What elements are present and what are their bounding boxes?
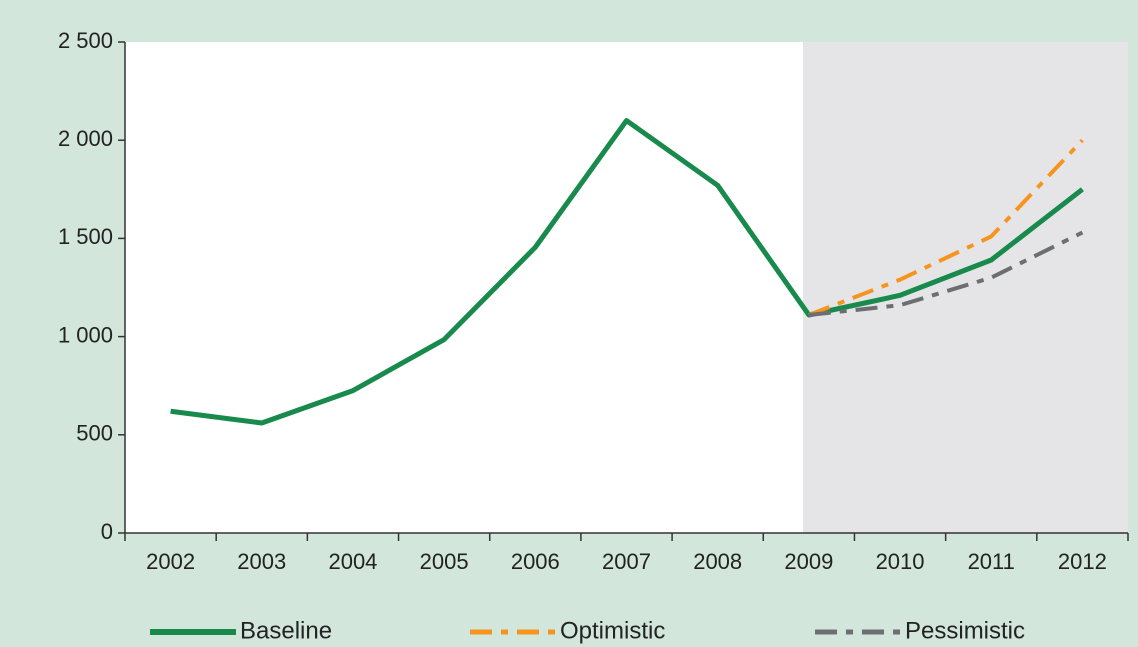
x-tick-label: 2006: [511, 549, 560, 574]
x-tick-label: 2007: [602, 549, 651, 574]
x-tick-label: 2002: [146, 549, 195, 574]
series-line: [170, 118, 1084, 426]
x-tick-label: 2011: [968, 549, 1015, 574]
legend-label: Optimistic: [560, 617, 665, 644]
x-tick-label: 2012: [1058, 549, 1107, 574]
y-tick-label: 500: [76, 421, 113, 446]
x-tick-label: 2009: [784, 549, 833, 574]
x-tick-label: 2004: [328, 549, 377, 574]
legend: Baseline Optimistic Pessimistic: [150, 617, 1025, 644]
x-tick-label: 2010: [876, 549, 925, 574]
y-tick-label: 1 000: [58, 322, 113, 347]
legend-label: Pessimistic: [905, 617, 1025, 644]
x-tick-label: 2003: [237, 549, 286, 574]
x-tick-label: 2005: [420, 549, 469, 574]
series-line: [808, 138, 1084, 317]
y-tick-label: 0: [101, 519, 113, 544]
x-tick-label: 2008: [693, 549, 742, 574]
y-tick-label: 1 500: [58, 224, 113, 249]
legend-label: Baseline: [240, 617, 332, 644]
series-line: [808, 230, 1084, 317]
y-tick-label: 2 500: [58, 28, 113, 53]
y-tick-label: 2 000: [58, 126, 113, 151]
